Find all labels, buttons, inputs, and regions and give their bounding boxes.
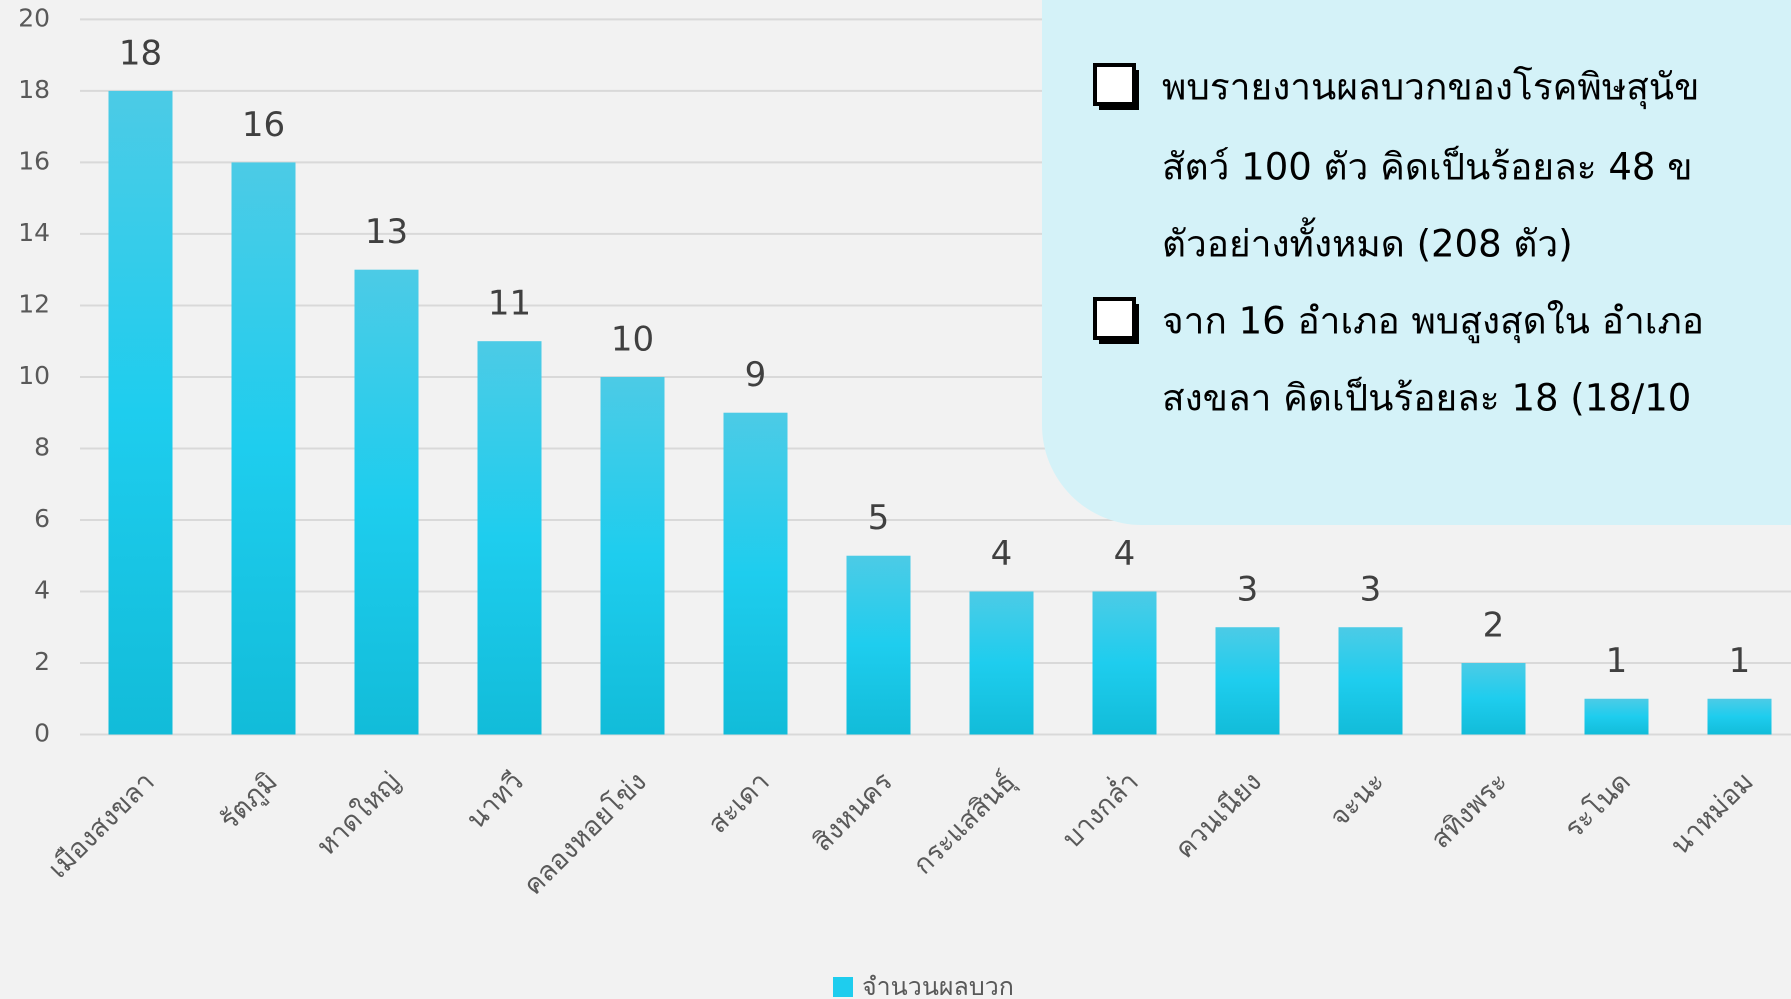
bar: [108, 90, 173, 735]
y-tick-label: 0: [34, 719, 50, 748]
bar: [354, 269, 419, 735]
y-tick-label: 14: [18, 218, 50, 247]
x-tick-label: หาดใหญ่: [310, 766, 407, 863]
data-label: 9: [745, 355, 767, 395]
x-tick-label: สะเดา: [702, 766, 775, 839]
x-tick-label: นาทวี: [461, 766, 530, 835]
data-label: 13: [365, 212, 408, 252]
y-tick-label: 4: [34, 575, 50, 604]
y-tick-label: 16: [18, 146, 50, 175]
data-label: 5: [868, 498, 890, 538]
data-label: 18: [119, 33, 162, 73]
bar: [1092, 591, 1157, 735]
bar: [1707, 698, 1772, 735]
note-text: สงขลา คิดเป็นร้อยละ 18 (18/10: [1162, 375, 1691, 420]
x-tick-label: จะนะ: [1324, 766, 1391, 833]
note-text: จาก 16 อำเภอ พบสูงสุดใน อำเภอ: [1162, 300, 1704, 344]
bar: [1215, 627, 1280, 735]
x-tick-label: กระแสสินธุ์: [907, 766, 1023, 882]
data-label: 16: [242, 105, 285, 145]
checkbox: [1093, 63, 1136, 106]
data-label: 4: [1114, 534, 1136, 574]
bar: [969, 591, 1034, 735]
data-label: 10: [611, 319, 654, 359]
bar: [1338, 627, 1403, 735]
y-tick-label: 2: [34, 647, 50, 676]
legend-label: จำนวนผลบวก: [862, 972, 1014, 999]
x-tick-label: บางกล่ำ: [1054, 764, 1145, 855]
data-label: 3: [1360, 570, 1382, 610]
bar: [1584, 698, 1649, 735]
note-text: ตัวอย่างทั้งหมด (208 ตัว): [1162, 217, 1573, 266]
x-tick-label: รัตภูมิ: [214, 766, 284, 836]
x-tick-label: นาหม่อม: [1665, 766, 1760, 861]
y-tick-label: 8: [34, 432, 50, 461]
y-tick-label: 6: [34, 504, 50, 533]
legend-swatch: [833, 977, 853, 997]
bar: [723, 412, 788, 735]
bar: [477, 341, 542, 735]
x-tick-label: สิงหนคร: [807, 766, 899, 858]
bar: [846, 555, 911, 735]
bar: [1461, 662, 1526, 735]
data-label: 2: [1483, 605, 1505, 645]
x-tick-label: เมืองสงขลา: [42, 766, 160, 884]
data-label: 11: [488, 284, 531, 324]
x-tick-label: คลองหอยโข่ง: [518, 766, 653, 901]
data-label: 1: [1606, 641, 1628, 681]
data-label: 4: [991, 534, 1013, 574]
y-tick-label: 18: [18, 75, 50, 104]
bar: [231, 162, 296, 735]
y-tick-label: 12: [18, 289, 50, 318]
x-tick-label: ควนเนียง: [1169, 766, 1268, 865]
x-tick-label: ระโนด: [1559, 766, 1637, 844]
note-text: สัตว์ 100 ตัว คิดเป็นร้อยละ 48 ข: [1162, 144, 1693, 189]
x-tick-label: สทิงพระ: [1425, 766, 1514, 855]
note-text: พบรายงานผลบวกของโรคพิษสุนัข: [1162, 66, 1699, 110]
note-box: [1042, 0, 1791, 525]
bar: [600, 376, 665, 735]
y-tick-label: 10: [18, 361, 50, 390]
checkbox: [1093, 297, 1136, 340]
data-label: 3: [1237, 570, 1259, 610]
y-tick-label: 20: [18, 3, 50, 32]
data-label: 1: [1729, 641, 1751, 681]
